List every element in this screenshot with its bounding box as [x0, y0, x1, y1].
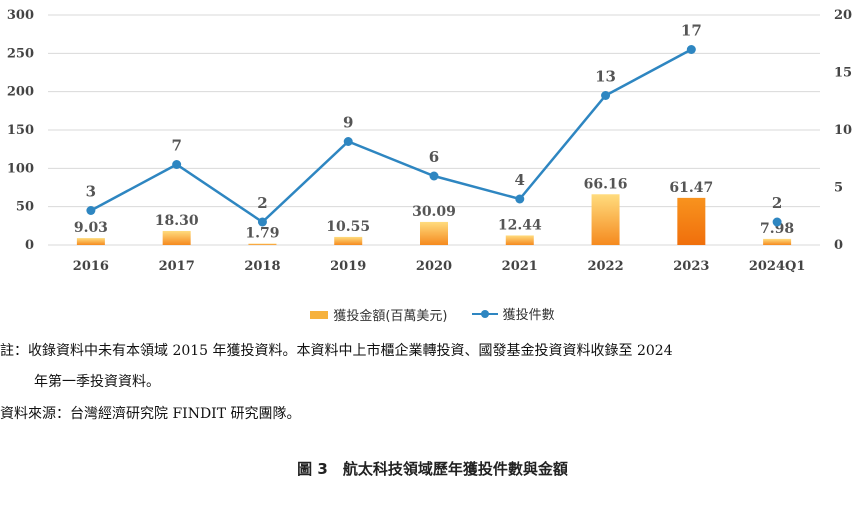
x-axis-tick-label: 2023 [673, 259, 709, 274]
bar-value-label: 9.03 [74, 220, 108, 236]
bar-value-label: 10.55 [326, 219, 370, 235]
right-axis-tick-label: 0 [834, 238, 843, 253]
bar [248, 243, 277, 245]
x-axis-tick-label: 2017 [159, 259, 195, 274]
right-axis-tick-label: 15 [834, 66, 852, 81]
x-axis-tick-label: 2016 [73, 259, 109, 274]
count-point [257, 217, 267, 227]
bar [420, 221, 448, 245]
x-axis-tick-label: 2024Q1 [749, 259, 806, 274]
bar-value-label: 30.09 [412, 204, 456, 220]
combo-chart: 0 50 100 150 200 250 300 0 5 10 15 20 9.03 18.30 1.7… [7, 8, 852, 274]
right-axis-tick-label: 5 [834, 181, 843, 196]
bar-value-label: 1.79 [245, 226, 279, 242]
count-point [429, 171, 439, 181]
legend-bar-swatch [310, 310, 329, 319]
count-point [515, 194, 525, 204]
count-value-label: 17 [681, 22, 702, 40]
note-line-1: 註：收錄資料中未有本領域 2015 年獲投資料。本資料中上市櫃企業轉投資、國發基… [0, 343, 673, 359]
line-series [86, 45, 782, 227]
legend-item-amount: 獲投金額(百萬美元) [310, 305, 448, 324]
bar-value-label: 61.47 [669, 180, 713, 196]
x-axis-tick-label: 2019 [330, 259, 366, 274]
count-point [772, 217, 782, 227]
left-axis-tick-label: 300 [7, 8, 34, 23]
x-axis-tick-label: 2021 [502, 259, 538, 274]
count-value-label: 4 [515, 171, 525, 189]
x-axis-tick-label: 2020 [416, 259, 452, 274]
bar-value-label: 7.98 [760, 221, 794, 237]
left-axis-ticks: 0 50 100 150 200 250 300 [7, 8, 34, 253]
bar-data-labels: 9.03 18.30 1.79 10.55 30.09 12.44 66.16 61.47 7.… [74, 176, 794, 241]
count-point [343, 137, 353, 146]
left-axis-tick-label: 100 [7, 161, 34, 176]
x-axis-tick-label: 2018 [244, 259, 280, 274]
line-data-labels: 3 7 2 9 6 4 13 17 2 [86, 22, 783, 213]
bar [505, 235, 534, 245]
legend-label-amount: 獲投金額(百萬美元) [333, 309, 448, 324]
bar [334, 236, 363, 245]
right-axis-ticks: 0 5 10 15 20 [834, 8, 852, 253]
count-value-label: 2 [257, 194, 267, 212]
count-line [90, 48, 692, 224]
legend-label-count: 獲投件數 [502, 308, 555, 323]
bar [76, 238, 105, 245]
right-axis-tick-label: 20 [834, 8, 852, 23]
bar-series [76, 194, 792, 245]
count-point [686, 45, 696, 54]
bar [591, 194, 620, 245]
count-value-label: 7 [171, 137, 181, 155]
count-value-label: 6 [429, 148, 439, 166]
count-point [172, 160, 182, 169]
note-line-2: 年第一季投資資料。 [34, 374, 160, 390]
left-axis-tick-label: 150 [7, 123, 34, 138]
count-point [601, 91, 611, 100]
bar-value-label: 18.30 [155, 213, 199, 229]
bar [763, 238, 792, 245]
bar-value-label: 66.16 [584, 176, 628, 192]
count-value-label: 3 [86, 183, 96, 201]
legend: 獲投金額(百萬美元) 獲投件數 [0, 304, 865, 324]
left-axis-tick-label: 250 [7, 46, 34, 61]
legend-line-swatch [471, 309, 498, 319]
left-axis-tick-label: 50 [16, 200, 34, 215]
count-point [86, 206, 96, 215]
left-axis-tick-label: 200 [7, 85, 34, 100]
count-value-label: 2 [772, 194, 782, 212]
figure-caption: 圖 3 航太科技領域歷年獲投件數與金額 [297, 460, 568, 478]
source-note: 資料來源：台灣經濟研究院 FINDIT 研究團隊。 [0, 406, 301, 422]
count-value-label: 13 [595, 68, 616, 86]
x-axis-ticks: 2016 2017 2018 2019 2020 2021 2022 2023 2024Q1 [73, 259, 806, 274]
legend-item-count: 獲投件數 [471, 304, 555, 323]
bar [677, 197, 706, 245]
bar-value-label: 12.44 [498, 217, 542, 233]
right-axis-tick-label: 10 [834, 123, 852, 138]
count-value-label: 9 [343, 114, 353, 132]
bar [162, 230, 191, 245]
x-axis-tick-label: 2022 [587, 259, 623, 274]
left-axis-tick-label: 0 [25, 238, 34, 253]
